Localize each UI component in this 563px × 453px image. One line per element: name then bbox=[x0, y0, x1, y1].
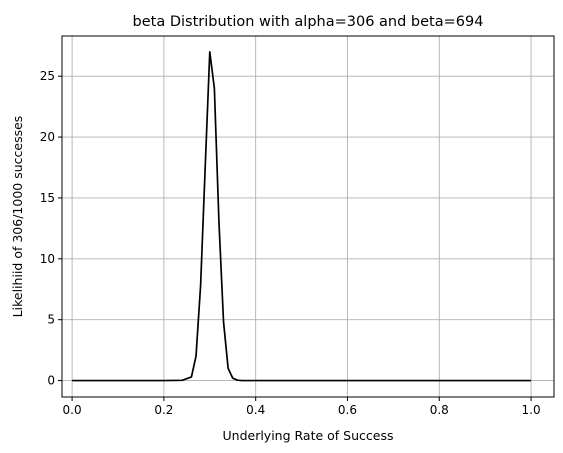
y-tick-label: 10 bbox=[40, 252, 55, 266]
y-tick-label: 20 bbox=[40, 130, 55, 144]
y-tick-label: 15 bbox=[40, 191, 55, 205]
y-tick-label: 25 bbox=[40, 69, 55, 83]
ticks: 0.0 0.2 0.4 0.6 0.8 1.0 0 5 10 15 20 25 bbox=[40, 69, 541, 417]
x-tick-label: 0.6 bbox=[338, 403, 357, 417]
series-line-group bbox=[72, 50, 532, 382]
x-tick-label: 0.2 bbox=[154, 403, 173, 417]
x-tick-label: 0.4 bbox=[246, 403, 265, 417]
x-tick-label: 0.8 bbox=[430, 403, 449, 417]
y-axis-label: Likelihiid of 306/1000 successes bbox=[10, 116, 25, 318]
series-line bbox=[72, 50, 532, 382]
x-tick-label: 1.0 bbox=[522, 403, 541, 417]
grid bbox=[62, 36, 554, 397]
y-tick-label: 0 bbox=[47, 374, 55, 388]
plot-frame bbox=[61, 35, 555, 398]
x-axis-label: Underlying Rate of Success bbox=[223, 428, 394, 443]
chart-title: beta Distribution with alpha=306 and bet… bbox=[133, 14, 484, 30]
y-tick-label: 5 bbox=[47, 313, 55, 327]
x-tick-label: 0.0 bbox=[63, 403, 82, 417]
